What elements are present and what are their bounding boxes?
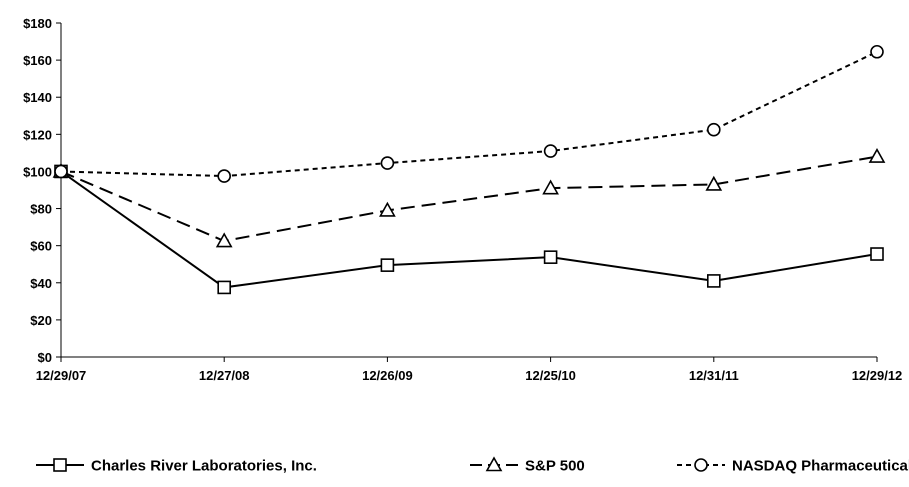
- y-tick-label: $0: [38, 350, 52, 365]
- data-point: [870, 247, 884, 261]
- data-point: [705, 175, 723, 191]
- legend-item: Charles River Laboratories, Inc.: [36, 458, 317, 475]
- series-triangle: [52, 147, 886, 248]
- data-point: [380, 258, 395, 272]
- y-tick-label: $80: [30, 202, 52, 217]
- data-point: [217, 280, 231, 295]
- data-point: [379, 201, 396, 217]
- data-point: [706, 122, 721, 137]
- series-line: [60, 155, 878, 243]
- x-tick-label: 12/25/10: [525, 368, 576, 383]
- legend-marker: [694, 458, 708, 472]
- data-point: [706, 274, 721, 288]
- y-tick-label: $140: [23, 90, 52, 105]
- x-tick-label: 12/27/08: [199, 368, 250, 383]
- data-point: [215, 232, 233, 248]
- legend-label: S&P 500: [525, 458, 585, 475]
- x-tick-label: 12/29/12: [852, 368, 903, 383]
- series-line: [60, 50, 878, 178]
- series-square: [54, 164, 884, 295]
- x-tick-label: 12/26/09: [362, 368, 413, 383]
- x-tick-label: 12/29/07: [36, 368, 87, 383]
- data-point: [870, 44, 884, 59]
- y-tick-label: $160: [23, 53, 52, 68]
- y-tick-label: $20: [30, 313, 52, 328]
- chart-axes: $0 $20 $40 $60 $80 $100 $120 $140 $160 $180 12/29/…: [23, 16, 902, 383]
- series-line: [60, 170, 878, 289]
- y-tick-label: $40: [30, 276, 52, 291]
- y-tick-label: $120: [23, 127, 52, 142]
- data-point: [542, 179, 559, 195]
- x-tick-label: 12/31/11: [689, 368, 739, 383]
- legend-marker: [485, 456, 503, 472]
- y-tick-label: $60: [30, 239, 52, 254]
- chart-legend: Charles River Laboratories, Inc. S&P 500 N…: [36, 456, 909, 475]
- y-tick-label: $100: [23, 164, 52, 179]
- chart-series: [52, 44, 886, 295]
- data-point: [543, 250, 558, 264]
- series-circle: [54, 44, 884, 183]
- data-point: [217, 169, 231, 183]
- data-point: [54, 164, 68, 179]
- legend-label: Charles River Laboratories, Inc.: [91, 458, 317, 475]
- legend-item: S&P 500: [470, 456, 585, 475]
- legend-item: NASDAQ Pharmaceutical: [677, 458, 909, 475]
- data-point: [543, 144, 558, 158]
- legend-label: NASDAQ Pharmaceutical: [732, 458, 909, 475]
- y-tick-label: $180: [23, 16, 52, 31]
- data-point: [868, 147, 886, 163]
- data-point: [380, 156, 395, 170]
- legend-marker: [53, 458, 67, 472]
